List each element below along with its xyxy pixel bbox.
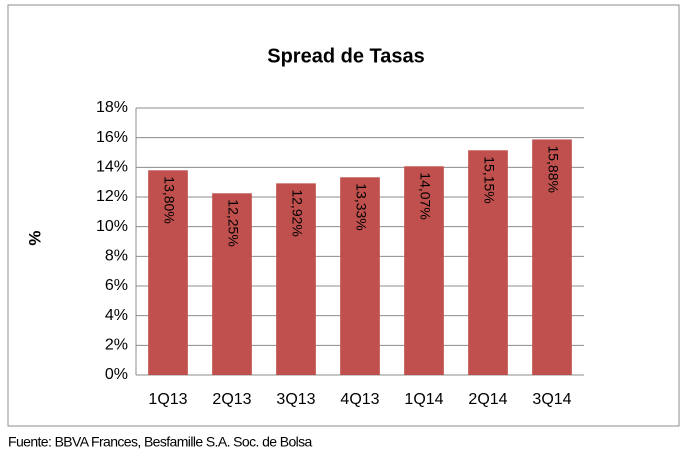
data-label: 13,80% (161, 176, 177, 223)
source-note: Fuente: BBVA Frances, Besfamille S.A. So… (8, 434, 313, 450)
bar (468, 150, 508, 375)
y-tick-label: 2% (105, 337, 128, 354)
x-tick-label: 4Q13 (340, 391, 379, 408)
x-tick-label: 3Q14 (532, 391, 571, 408)
x-tick-label: 3Q13 (276, 391, 315, 408)
y-axis-label: % (25, 230, 44, 245)
bar (532, 139, 572, 375)
y-tick-label: 18% (96, 99, 128, 116)
x-tick-label: 2Q14 (468, 391, 507, 408)
x-tick-label: 1Q14 (404, 391, 443, 408)
y-tick-label: 6% (105, 277, 128, 294)
data-label: 15,88% (545, 145, 561, 192)
bar (276, 183, 316, 375)
data-label: 12,92% (289, 189, 305, 236)
data-label: 15,15% (481, 156, 497, 203)
data-label: 12,25% (225, 199, 241, 246)
bar (212, 193, 252, 375)
y-tick-label: 0% (105, 366, 128, 383)
y-tick-label: 10% (96, 218, 128, 235)
chart-title: Spread de Tasas (267, 45, 424, 67)
x-tick-label: 1Q13 (148, 391, 187, 408)
y-tick-label: 16% (96, 129, 128, 146)
data-label: 13,33% (353, 183, 369, 230)
y-tick-label: 12% (96, 188, 128, 205)
bar (148, 170, 188, 375)
bar (340, 177, 380, 375)
bar (404, 166, 444, 375)
y-tick-label: 14% (96, 159, 128, 176)
y-tick-label: 4% (105, 307, 128, 324)
y-tick-label: 8% (105, 248, 128, 265)
x-tick-label: 2Q13 (212, 391, 251, 408)
data-label: 14,07% (417, 172, 433, 219)
